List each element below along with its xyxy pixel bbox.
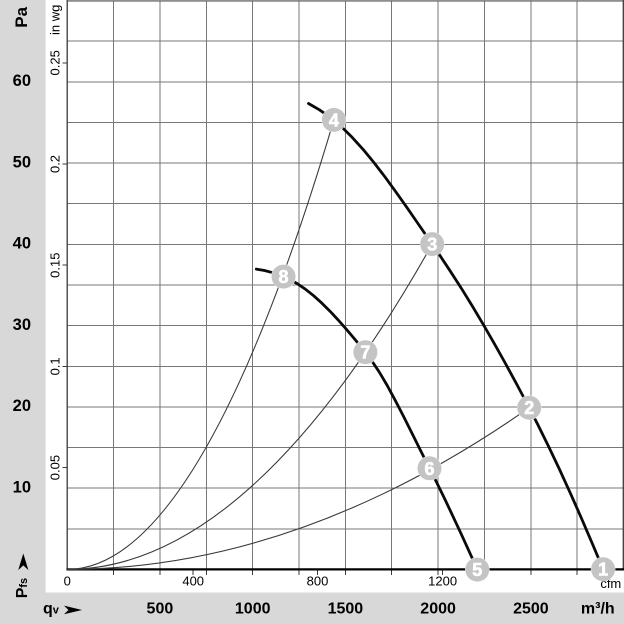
svg-text:30: 30 bbox=[13, 316, 31, 334]
svg-text:0.1: 0.1 bbox=[48, 357, 63, 375]
svg-text:0.05: 0.05 bbox=[48, 455, 63, 480]
svg-text:2000: 2000 bbox=[420, 601, 456, 618]
svg-text:7: 7 bbox=[360, 343, 370, 363]
svg-text:20: 20 bbox=[13, 397, 31, 415]
svg-text:5: 5 bbox=[472, 560, 482, 580]
svg-text:m³/h: m³/h bbox=[581, 601, 615, 618]
svg-text:1500: 1500 bbox=[328, 601, 364, 618]
svg-text:50: 50 bbox=[13, 154, 31, 172]
svg-text:3: 3 bbox=[427, 235, 437, 255]
svg-text:10: 10 bbox=[13, 479, 31, 497]
svg-text:in wg: in wg bbox=[48, 5, 63, 35]
svg-text:60: 60 bbox=[13, 72, 31, 90]
svg-text:500: 500 bbox=[147, 601, 174, 618]
svg-text:0: 0 bbox=[64, 574, 71, 589]
svg-text:qv: qv bbox=[43, 601, 60, 618]
svg-text:1200: 1200 bbox=[428, 574, 457, 589]
svg-text:2500: 2500 bbox=[513, 601, 549, 618]
svg-text:Pa: Pa bbox=[12, 6, 31, 27]
svg-text:1000: 1000 bbox=[235, 601, 271, 618]
svg-text:1: 1 bbox=[598, 560, 608, 580]
svg-text:6: 6 bbox=[424, 459, 434, 479]
svg-text:40: 40 bbox=[13, 235, 31, 253]
svg-text:0.15: 0.15 bbox=[48, 253, 63, 278]
svg-text:800: 800 bbox=[307, 574, 329, 589]
svg-text:2: 2 bbox=[524, 398, 534, 418]
svg-text:0.2: 0.2 bbox=[48, 155, 63, 173]
svg-text:0.25: 0.25 bbox=[48, 50, 63, 75]
svg-text:4: 4 bbox=[329, 110, 339, 130]
svg-text:Pfs: Pfs bbox=[14, 578, 31, 598]
svg-text:8: 8 bbox=[278, 267, 288, 287]
svg-text:400: 400 bbox=[182, 574, 204, 589]
